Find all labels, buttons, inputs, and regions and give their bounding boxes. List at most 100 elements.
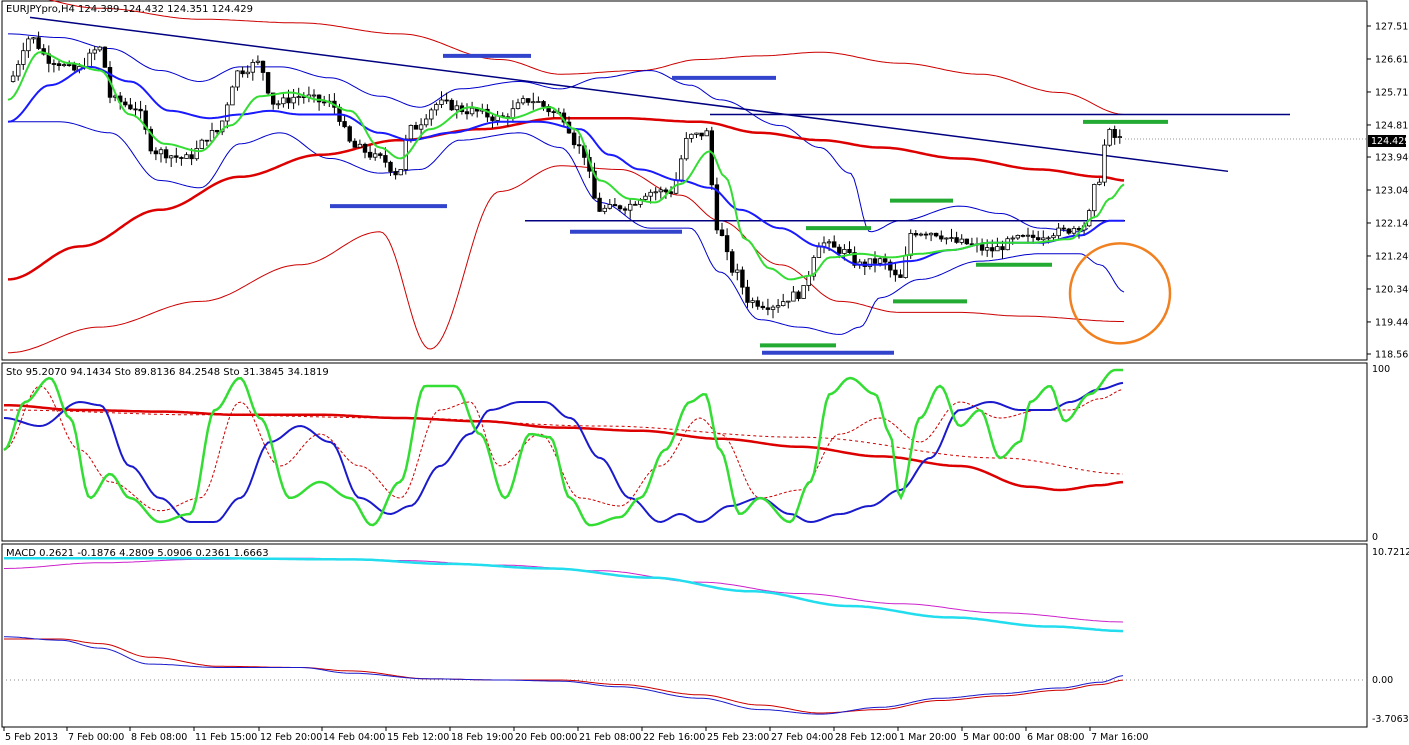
macd-fast-signal-line [4, 638, 1124, 714]
candle-body [699, 132, 704, 137]
candle-body [179, 157, 184, 159]
candle-body [372, 153, 378, 158]
candle-body [189, 154, 194, 160]
macd-fast-line [4, 636, 1124, 715]
candle-body [679, 158, 684, 181]
candle-body [536, 101, 541, 103]
candle-body [56, 63, 62, 67]
candle-body [1005, 238, 1010, 251]
candle-body [1051, 235, 1056, 239]
candle-body [316, 94, 322, 103]
candle-body [260, 60, 266, 73]
candle-body [184, 154, 189, 159]
candle-body [607, 204, 612, 209]
candle-body [250, 62, 255, 73]
candle-body [265, 72, 271, 94]
candle-body [418, 124, 424, 130]
macd-tick-zero: 0.00 [1372, 675, 1393, 686]
candle-body [270, 92, 276, 105]
candle-body [969, 243, 975, 246]
stoch-layer [3, 368, 1124, 527]
candle-body [281, 97, 286, 105]
candle-body [61, 64, 67, 66]
candle-body [1097, 181, 1102, 185]
candle-body [949, 237, 954, 240]
candle-body [138, 108, 143, 112]
candle-body [704, 130, 709, 137]
stoch-fast-signal-line [3, 385, 1124, 512]
candle-body [1025, 234, 1031, 237]
x-tick-label: 21 Feb 08:00 [579, 732, 641, 743]
macd-header: MACD 0.2621 -0.1876 4.2809 5.0906 0.2361… [6, 548, 269, 559]
candle-body [388, 161, 393, 172]
candle-body [204, 139, 210, 142]
x-tick-label: 27 Feb 04:00 [771, 732, 833, 743]
candle-body [1107, 128, 1112, 146]
candle-body [199, 139, 204, 149]
x-tick-label: 15 Feb 12:00 [387, 732, 449, 743]
candle-body [622, 208, 628, 211]
candle-body [755, 300, 760, 307]
candle-body [515, 102, 521, 110]
price-tick-label: 122.140 [1375, 219, 1409, 230]
candle-body [15, 64, 21, 77]
candle-body [153, 150, 159, 155]
candle-body [995, 246, 1000, 252]
candle-body [597, 197, 602, 212]
x-tick-label: 5 Mar 00:00 [963, 732, 1020, 743]
highlight-circle [1068, 242, 1172, 345]
candle-body [31, 37, 36, 40]
candle-body [541, 101, 546, 107]
candle-body [724, 235, 730, 253]
candle-body [959, 238, 964, 243]
candle-body [439, 99, 444, 105]
candle-body [893, 269, 898, 276]
candle-body [617, 205, 623, 210]
candle-body [903, 255, 908, 279]
candle-body [321, 101, 327, 104]
macd-tick-bottom: -3.7063 [1372, 714, 1409, 725]
price-tick-label: 118.565 [1375, 350, 1409, 361]
candle-body [240, 70, 245, 75]
candle-body [832, 241, 837, 248]
x-tick-label: 12 Feb 20:00 [260, 732, 322, 743]
candle-body [801, 285, 806, 299]
candle-body [526, 98, 531, 103]
candle-body [750, 300, 755, 303]
stoch-mid-line [3, 381, 1124, 524]
candle-body [520, 98, 526, 104]
candle-body [291, 96, 296, 104]
candle-body [143, 110, 148, 130]
candle-body [872, 258, 878, 264]
price-layer [7, 0, 1367, 355]
candle-body [1102, 144, 1107, 183]
candle-body [648, 191, 653, 197]
candle-body [245, 71, 250, 75]
candle-body [51, 63, 57, 65]
candle-body [531, 101, 536, 104]
candle-body [1046, 237, 1051, 240]
candle-body [934, 232, 939, 237]
candle-body [230, 86, 235, 106]
candle-body [1020, 234, 1026, 237]
candle-body [571, 132, 577, 146]
candle-body [979, 244, 985, 251]
candle-body [633, 203, 638, 206]
candle-body [296, 96, 301, 98]
candle-body [434, 104, 439, 111]
candle-body [786, 300, 791, 303]
candle-body [1071, 227, 1077, 234]
candle-body [689, 133, 694, 139]
x-tick-label: 6 Mar 08:00 [1027, 732, 1084, 743]
candle-body [867, 258, 873, 267]
candle-body [423, 118, 429, 126]
candle-body [944, 237, 949, 240]
price-tick-label: 126.615 [1375, 55, 1409, 66]
candle-body [352, 140, 357, 148]
current-price-box [1368, 135, 1406, 147]
candle-body [760, 305, 765, 309]
x-tick-label: 5 Feb 2013 [5, 732, 58, 743]
candle-body [1092, 183, 1097, 212]
candle-body [393, 171, 398, 176]
